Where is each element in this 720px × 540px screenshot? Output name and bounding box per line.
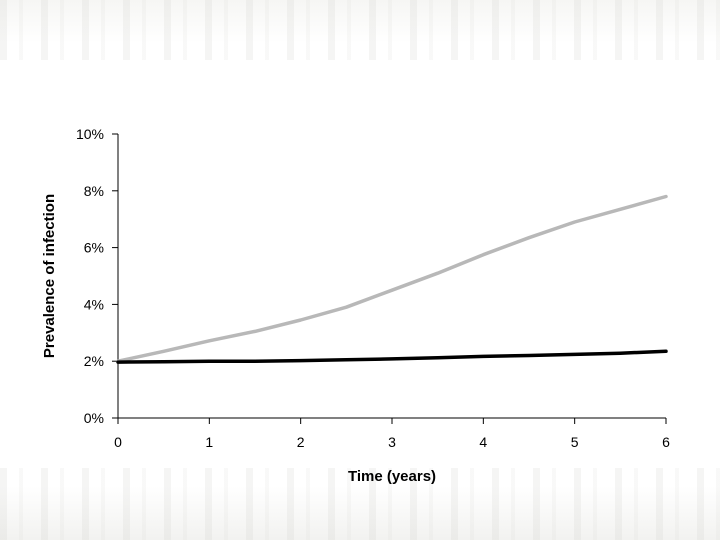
y-tick-label: 2% [84,353,104,369]
series-layer [116,194,668,364]
y-tick-label: 8% [84,183,104,199]
x-tick-label: 0 [114,434,122,450]
x-tick-label: 6 [662,434,670,450]
y-tick-label: 0% [84,410,104,426]
y-axis-title: Prevalence of infection [41,194,58,358]
x-tick-label: 3 [388,434,396,450]
top-texture [0,0,720,60]
x-tick-label: 5 [571,434,579,450]
x-tick-label: 4 [479,434,487,450]
x-tick-label: 2 [297,434,305,450]
series-line-2 [116,349,668,364]
x-axis-title: Time (years) [348,468,436,485]
x-tick-label: 1 [205,434,213,450]
y-tick-label: 4% [84,296,104,312]
bottom-texture [0,468,720,540]
series-line-1 [116,194,668,363]
y-tick-label: 6% [84,240,104,256]
x-axis: 0 1 2 3 4 5 6 [114,417,670,450]
y-tick-label: 10% [76,126,104,142]
y-axis: 0% 2% 4% 6% 8% 10% [76,126,119,426]
